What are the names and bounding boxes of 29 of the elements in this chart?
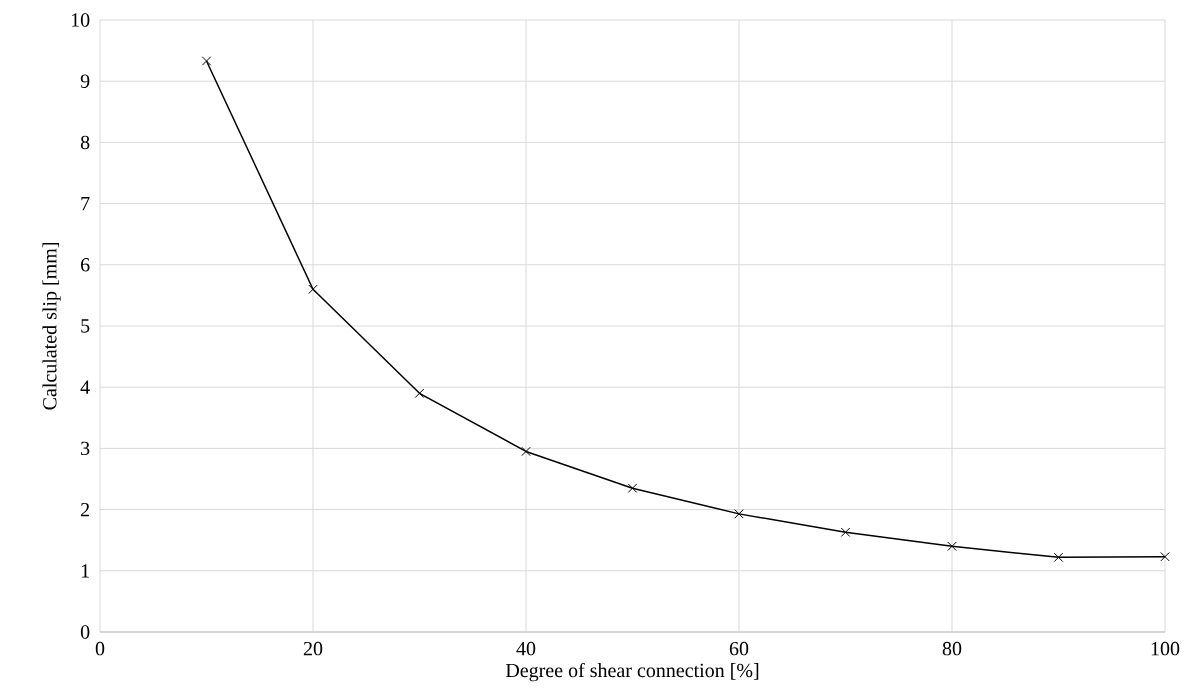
x-axis-title: Degree of shear connection [%] <box>505 662 759 682</box>
x-tick-label: 20 <box>303 641 323 656</box>
y-axis-title: Calculated slip [mm] <box>42 243 61 410</box>
x-tick-label: 60 <box>729 641 749 656</box>
y-tick-label: 6 <box>81 258 90 272</box>
x-tick-label: 0 <box>95 641 105 656</box>
y-tick-label: 8 <box>80 135 90 150</box>
y-tick-label: 3 <box>81 441 90 456</box>
y-tick-label: 4 <box>80 380 90 394</box>
y-tick-label: 9 <box>80 74 90 88</box>
point <box>627 483 638 493</box>
point <box>201 56 212 66</box>
point <box>414 388 425 399</box>
y-tick-label: 1 <box>81 564 89 578</box>
y-tick-label: 0 <box>80 625 90 639</box>
y-tick-label: 10 <box>71 13 90 27</box>
y-tick-label: 2 <box>81 502 90 517</box>
point <box>1053 552 1064 563</box>
x-tick-label: 100 <box>1151 641 1180 656</box>
point <box>1160 551 1170 562</box>
y-tick-label: 5 <box>81 319 90 333</box>
point <box>521 446 531 457</box>
point <box>734 509 744 519</box>
point <box>947 541 957 552</box>
point <box>840 527 851 537</box>
y-tick-label: 7 <box>81 197 90 211</box>
x-tick-label: 80 <box>942 641 962 656</box>
x-tick-label: 40 <box>516 641 536 656</box>
point <box>308 284 318 295</box>
